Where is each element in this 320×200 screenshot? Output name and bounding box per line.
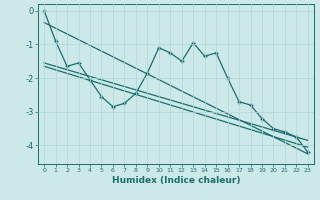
X-axis label: Humidex (Indice chaleur): Humidex (Indice chaleur) xyxy=(112,176,240,185)
